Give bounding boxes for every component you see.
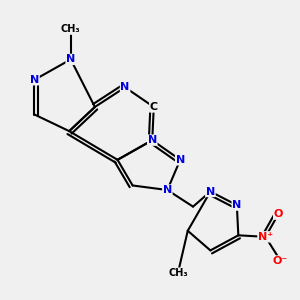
- Text: N⁺: N⁺: [258, 232, 273, 242]
- Text: N: N: [30, 75, 39, 85]
- Text: N: N: [232, 200, 242, 210]
- Text: N: N: [206, 187, 215, 196]
- Text: O⁻: O⁻: [273, 256, 288, 266]
- Text: CH₃: CH₃: [61, 24, 80, 34]
- Text: N: N: [163, 185, 172, 195]
- Text: N: N: [121, 82, 130, 92]
- Text: O: O: [274, 209, 283, 219]
- Text: N: N: [66, 54, 75, 64]
- Text: C: C: [150, 102, 158, 112]
- Text: CH₃: CH₃: [168, 268, 188, 278]
- Text: N: N: [148, 135, 157, 145]
- Text: N: N: [176, 155, 185, 165]
